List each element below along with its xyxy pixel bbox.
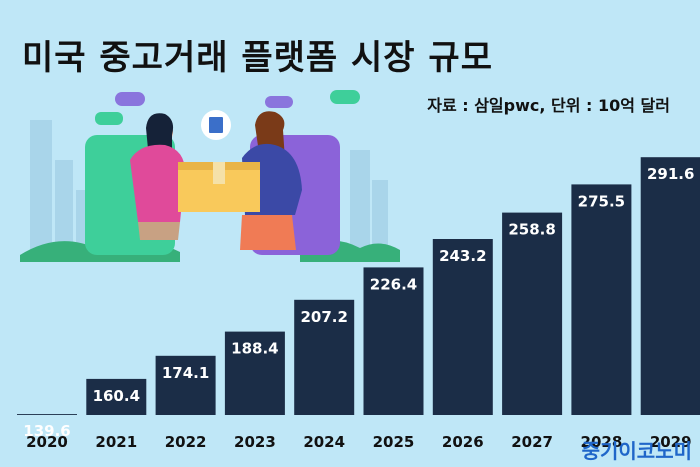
bar-2021 <box>86 378 147 415</box>
bar-2029 <box>640 157 700 415</box>
x-tick-label: 2022 <box>165 433 207 451</box>
x-tick-label: 2026 <box>442 433 484 451</box>
x-tick-label: 2028 <box>581 433 623 451</box>
person-left-icon <box>130 113 185 240</box>
bar-value-label: 243.2 <box>439 247 486 265</box>
bar-value-label: 226.4 <box>370 275 417 293</box>
bar-2027 <box>502 212 563 415</box>
bar-value-label: 188.4 <box>231 340 278 358</box>
bar-2026 <box>432 239 493 415</box>
bar-value-label: 258.8 <box>508 221 555 239</box>
x-tick-label: 2029 <box>650 433 692 451</box>
x-tick-label: 2021 <box>95 433 137 451</box>
package-box-icon <box>178 162 260 212</box>
bar-value-label: 174.1 <box>162 364 209 382</box>
bar-2024 <box>294 299 355 415</box>
bar-2023 <box>224 331 285 415</box>
x-tick-label: 2027 <box>511 433 553 451</box>
bar-value-label: 207.2 <box>300 308 347 326</box>
chat-bubble-icon <box>95 90 360 125</box>
bar-2025 <box>363 267 424 415</box>
brand-logo: 중기이코노미 <box>581 439 692 463</box>
x-tick-label: 2023 <box>234 433 276 451</box>
chart-title: 미국 중고거래 플랫폼 시장 규모 <box>22 38 493 78</box>
bar-2020 <box>17 414 77 415</box>
x-tick-label: 2020 <box>26 433 68 451</box>
bar-value-label: 139.6 <box>23 422 70 440</box>
city-skyline-icon <box>30 120 388 250</box>
bar-value-label: 275.5 <box>578 192 625 210</box>
book-bubble-icon <box>201 110 231 140</box>
bar-value-label: 160.4 <box>93 387 140 405</box>
source-note: 자료 : 삼일pwc, 단위 : 10억 달러 <box>427 96 670 115</box>
bar-2028 <box>571 184 632 415</box>
x-tick-label: 2025 <box>373 433 415 451</box>
bar-value-label: 291.6 <box>647 165 694 183</box>
x-tick-label: 2024 <box>303 433 345 451</box>
bar-2022 <box>155 355 216 415</box>
